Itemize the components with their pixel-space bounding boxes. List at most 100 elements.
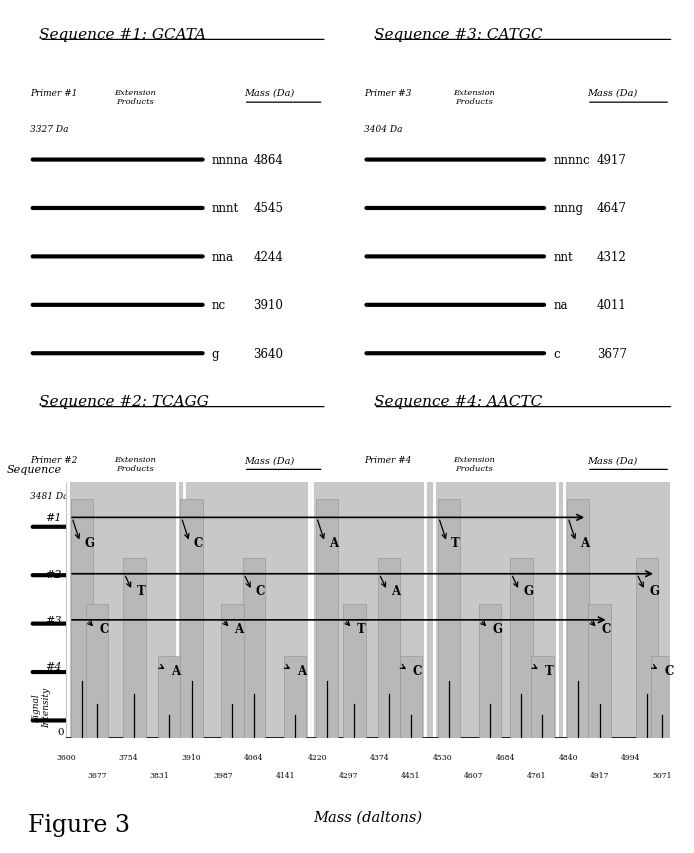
Text: C: C: [194, 537, 203, 549]
Text: Mass (Da): Mass (Da): [244, 456, 294, 465]
Text: Extension
Products: Extension Products: [452, 456, 495, 473]
Text: 3600: 3600: [56, 753, 76, 761]
Text: Mass (daltons): Mass (daltons): [313, 809, 423, 823]
Text: nnng: nnng: [212, 569, 242, 582]
Text: #4: #4: [45, 661, 62, 671]
Text: 3404 Da: 3404 Da: [364, 125, 402, 134]
Text: C: C: [99, 622, 108, 635]
Text: na: na: [554, 665, 568, 679]
Bar: [316, 500, 338, 738]
Text: 5071: 5071: [597, 520, 627, 534]
Text: Mass (Da): Mass (Da): [587, 89, 637, 98]
Text: Sequence #3: CATGC: Sequence #3: CATGC: [373, 28, 542, 42]
Text: nna: nna: [212, 251, 234, 264]
Text: 4451: 4451: [597, 618, 627, 630]
Text: Mass (Da): Mass (Da): [244, 89, 294, 98]
Text: 4244: 4244: [253, 251, 283, 264]
Text: Signal
Intensity: Signal Intensity: [32, 687, 51, 728]
Text: A: A: [329, 537, 338, 549]
Text: A: A: [171, 664, 180, 677]
Text: 3855: 3855: [597, 714, 627, 727]
Text: T: T: [357, 622, 365, 635]
Text: 4220: 4220: [307, 753, 327, 761]
Text: #2: #2: [45, 569, 62, 579]
Text: nna: nna: [212, 618, 234, 630]
Text: G: G: [649, 584, 659, 597]
Text: 3910: 3910: [253, 299, 283, 312]
Text: nc: nc: [212, 665, 226, 679]
Text: 4917: 4917: [597, 154, 627, 167]
Text: 4312: 4312: [597, 251, 627, 264]
Text: 4141: 4141: [276, 771, 295, 779]
Text: 4840: 4840: [559, 753, 578, 761]
Text: Sequence: Sequence: [7, 464, 62, 474]
Text: Sequence #2: TCAGG: Sequence #2: TCAGG: [40, 395, 210, 409]
Text: Sequence #1: GCATA: Sequence #1: GCATA: [40, 28, 206, 42]
Text: 4064: 4064: [244, 753, 264, 761]
Text: nnnt: nnnt: [554, 569, 581, 582]
Text: 3769: 3769: [253, 714, 283, 727]
Text: T: T: [545, 664, 553, 677]
Bar: [344, 605, 366, 738]
Text: 3910: 3910: [182, 753, 201, 761]
Text: 3327 Da: 3327 Da: [30, 125, 68, 134]
Bar: [86, 605, 108, 738]
Text: 4374: 4374: [370, 753, 389, 761]
Text: Primer #2: Primer #2: [30, 456, 77, 465]
Text: #1: #1: [45, 513, 62, 523]
Text: Mass (Da): Mass (Da): [587, 456, 637, 465]
Text: t: t: [212, 714, 217, 727]
Text: 4530: 4530: [433, 753, 452, 761]
Text: nnc: nnc: [554, 618, 575, 630]
Text: T: T: [451, 537, 459, 549]
Bar: [284, 656, 306, 738]
Bar: [124, 559, 146, 738]
Text: a: a: [554, 714, 561, 727]
Bar: [479, 605, 501, 738]
Text: 3558 Da: 3558 Da: [364, 491, 402, 501]
Text: g: g: [212, 347, 219, 360]
Bar: [71, 500, 93, 738]
Text: Sequence #4: AACTC: Sequence #4: AACTC: [373, 395, 542, 409]
Text: Primer #1: Primer #1: [30, 89, 77, 98]
Text: Primer #3: Primer #3: [364, 89, 411, 98]
Bar: [510, 559, 532, 738]
Bar: [158, 656, 180, 738]
Text: 5034: 5034: [253, 520, 283, 534]
Text: 4994: 4994: [621, 753, 641, 761]
Text: nnnnc: nnnnc: [554, 520, 590, 534]
Bar: [532, 656, 554, 738]
Text: c: c: [554, 347, 560, 360]
Text: 4776: 4776: [597, 569, 627, 582]
Text: C: C: [256, 584, 265, 597]
Text: G: G: [523, 584, 534, 597]
Text: Primer #4: Primer #4: [364, 456, 411, 465]
Text: T: T: [137, 584, 145, 597]
Text: Figure 3: Figure 3: [28, 813, 130, 836]
Bar: [589, 605, 611, 738]
Text: 4297: 4297: [339, 771, 358, 779]
Text: nc: nc: [212, 299, 226, 312]
Text: 4607: 4607: [464, 771, 484, 779]
Text: 3640: 3640: [253, 347, 283, 360]
Text: 0: 0: [58, 728, 64, 736]
Text: C: C: [413, 664, 422, 677]
Text: 3831: 3831: [150, 771, 169, 779]
Bar: [180, 500, 203, 738]
Bar: [221, 605, 244, 738]
Text: nnt: nnt: [554, 251, 573, 264]
Text: 4398: 4398: [253, 618, 283, 630]
Text: 4917: 4917: [590, 771, 609, 779]
Text: A: A: [297, 664, 306, 677]
Text: nnng: nnng: [554, 202, 584, 215]
Text: nnnt: nnnt: [212, 202, 239, 215]
Text: 4724: 4724: [253, 569, 283, 582]
Text: na: na: [554, 299, 568, 312]
Text: 4165: 4165: [597, 665, 627, 679]
Text: A: A: [235, 622, 244, 635]
Bar: [636, 559, 658, 738]
Text: 4545: 4545: [253, 202, 283, 215]
Text: 4761: 4761: [527, 771, 546, 779]
Bar: [400, 656, 422, 738]
Bar: [243, 559, 265, 738]
